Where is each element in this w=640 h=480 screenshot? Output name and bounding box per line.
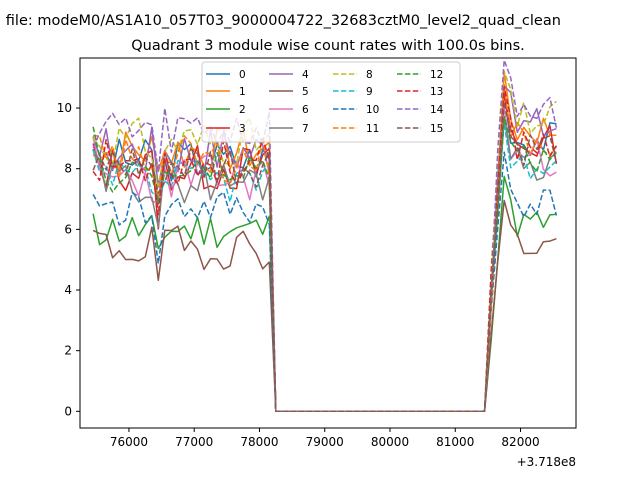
figure-suptitle: n file: modeM0/AS1A10_057T03_9000004722_… (0, 13, 561, 29)
legend-label: 4 (302, 69, 309, 81)
series-layer (92, 59, 558, 413)
legend-label: 2 (239, 104, 246, 116)
legend-item-3: 3 (206, 123, 246, 135)
legend-item-8: 8 (333, 69, 373, 81)
legend-label: 3 (239, 123, 246, 135)
y-tick-label: 4 (64, 283, 72, 297)
legend-item-13: 13 (397, 86, 443, 98)
x-tick-label: 80000 (371, 435, 409, 449)
legend-label: 8 (366, 69, 373, 81)
legend-item-4: 4 (269, 69, 309, 81)
axes-frame (79, 57, 577, 429)
x-tick-label: 81000 (436, 435, 474, 449)
legend-item-7: 7 (269, 123, 309, 135)
x-axis: 76000 77000 78000 79000 80000 81000 82000 (110, 428, 540, 449)
x-tick-label: 79000 (306, 435, 344, 449)
y-tick-label: 8 (64, 162, 72, 176)
legend-item-2: 2 (206, 104, 246, 116)
x-tick-label: 77000 (175, 435, 213, 449)
legend-label: 13 (430, 86, 443, 98)
legend-label: 15 (430, 123, 443, 135)
legend-item-10: 10 (333, 104, 379, 116)
legend-item-6: 6 (269, 104, 309, 116)
legend-item-11: 11 (333, 123, 379, 135)
plot-area: 76000 77000 78000 79000 80000 81000 82000 0 2 4 6… (57, 57, 577, 469)
legend-label: 11 (366, 123, 379, 135)
legend-label: 1 (239, 86, 246, 98)
x-tick-label: 76000 (110, 435, 148, 449)
legend-frame (201, 61, 461, 143)
legend-label: 12 (430, 69, 443, 81)
legend-label: 9 (366, 86, 373, 98)
legend-label: 7 (302, 123, 309, 135)
series-line-15 (92, 100, 558, 413)
legend-item-14: 14 (397, 104, 444, 116)
y-tick-label: 10 (57, 101, 72, 115)
legend-item-5: 5 (269, 86, 309, 98)
legend-item-15: 15 (397, 123, 443, 135)
legend-label: 14 (430, 104, 444, 116)
x-offset-text: +3.718e8 (517, 455, 576, 469)
y-tick-label: 6 (64, 222, 72, 236)
legend-label: 0 (239, 69, 246, 81)
legend-item-0: 0 (206, 69, 246, 81)
legend-label: 5 (302, 86, 309, 98)
y-tick-label: 2 (64, 344, 72, 358)
legend-label: 6 (302, 104, 309, 116)
chart-title: Quadrant 3 module wise count rates with … (131, 38, 525, 54)
legend-item-1: 1 (206, 86, 246, 98)
x-tick-label: 82000 (501, 435, 539, 449)
legend-label: 10 (366, 104, 379, 116)
legend-item-12: 12 (397, 69, 443, 81)
legend-item-9: 9 (333, 86, 373, 98)
x-tick-label: 78000 (240, 435, 278, 449)
y-tick-label: 0 (64, 404, 72, 418)
y-axis: 0 2 4 6 8 10 (57, 101, 80, 418)
